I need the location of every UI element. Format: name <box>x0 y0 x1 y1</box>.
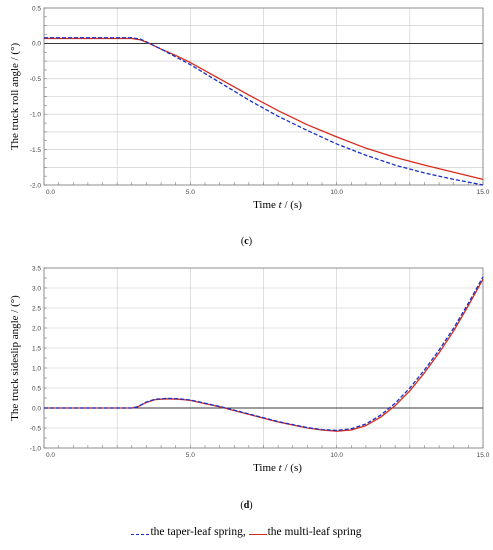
y-tick-label: 0.5 <box>32 5 41 12</box>
x-tick-label: 10.0 <box>330 189 343 196</box>
y-tick-label: -0.5 <box>30 425 42 432</box>
y-axis-label: The truck roll angle / (°) <box>9 43 21 151</box>
panel-label-c: (c) <box>240 236 253 247</box>
legend-label-multi: the multi-leaf spring <box>267 526 362 538</box>
plot-roll-angle: 0.0 5.0 10.0 15.0 0.5 0.0 -0.5 -1.0 -1.5 -2.0 Time… <box>9 5 490 211</box>
x-tick-label: 15.0 <box>477 452 490 459</box>
panel-label-d: (d) <box>240 500 253 511</box>
y-axis-label: The truck sideslip angle / (°) <box>9 295 21 421</box>
y-tick-label: 3.5 <box>32 265 41 272</box>
plot-sideslip-angle: 0.0 5.0 10.0 15.0 3.5 3.0 2.5 2.0 1.5 1.0 0.5 0.0 -0… <box>9 265 490 474</box>
y-tick-label: 0.0 <box>32 41 41 48</box>
x-tick-label: 10.0 <box>330 452 343 459</box>
plot-frame <box>43 7 484 186</box>
y-tick-label: 1.5 <box>32 345 41 352</box>
y-tick-label: 3.0 <box>32 285 41 292</box>
plot-frame <box>43 267 484 449</box>
legend-swatch-taper <box>131 526 150 535</box>
y-tick-label: -1.0 <box>30 445 42 452</box>
y-tick-label: 2.0 <box>32 325 41 332</box>
x-tick-label: 15.0 <box>477 189 490 196</box>
series-line-taper-leaf <box>44 37 484 186</box>
y-tick-label: -0.5 <box>30 76 42 83</box>
legend-label-taper: the taper-leaf spring, <box>150 526 246 538</box>
chart-legend: the taper-leaf spring, the multi-leaf sp… <box>0 526 493 538</box>
y-tick-label: -2.0 <box>30 182 42 189</box>
x-tick-label: 5.0 <box>186 189 195 196</box>
x-tick-label: 5.0 <box>186 452 195 459</box>
x-tick-label: 0.0 <box>46 452 55 459</box>
series-line-multi-leaf <box>44 37 484 180</box>
y-tick-label: 0.0 <box>32 405 41 412</box>
x-axis-label: Time t / (s) <box>253 462 302 474</box>
y-tick-label: -1.0 <box>30 112 42 119</box>
x-tick-label: 0.0 <box>46 189 55 196</box>
y-tick-label: 1.0 <box>32 365 41 372</box>
y-tick-label: 2.5 <box>32 305 41 312</box>
series-line-taper-leaf <box>44 276 484 432</box>
x-axis-label: Time t / (s) <box>253 199 302 211</box>
legend-swatch-multi <box>248 526 267 535</box>
y-tick-label: 0.5 <box>32 385 41 392</box>
y-tick-label: -1.5 <box>30 147 42 154</box>
